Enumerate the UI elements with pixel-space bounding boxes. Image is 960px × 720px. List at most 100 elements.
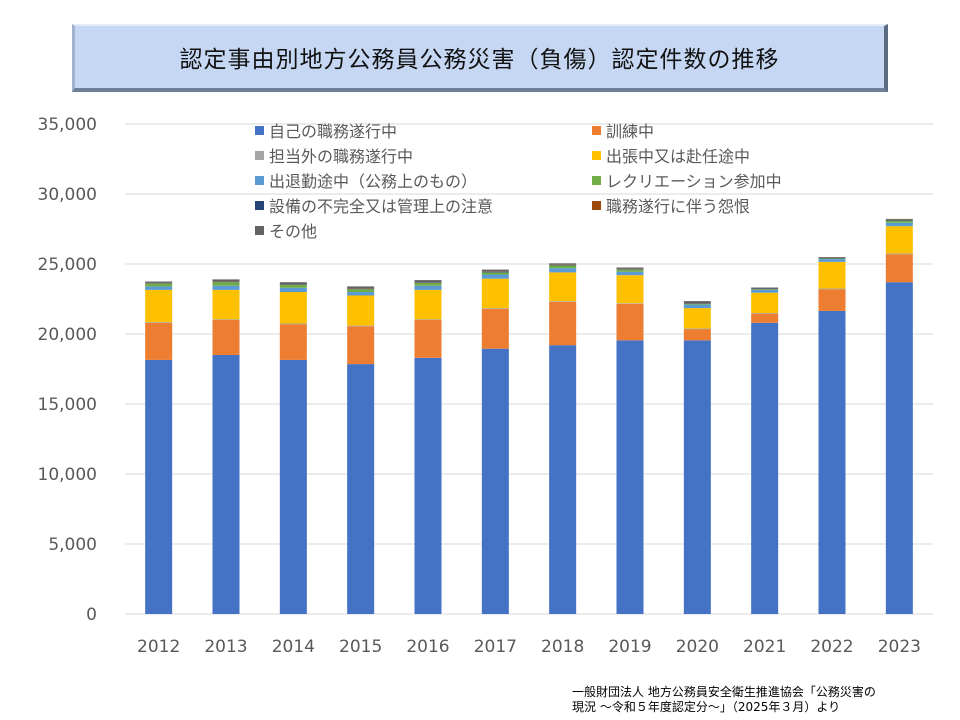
bar-segment: [885, 226, 913, 254]
bar-segment: [818, 259, 846, 262]
bar-segment: [616, 275, 644, 304]
bar-segment: [481, 348, 509, 614]
bar-segment: [683, 328, 711, 330]
bar-segment: [549, 345, 577, 614]
bar-segment: [683, 308, 711, 329]
legend-item: 出張中又は赴任途中: [592, 143, 750, 167]
legend-item: 出退勤途中（公務上のもの）: [255, 168, 477, 192]
bar-segment: [145, 286, 173, 290]
bar-stack-2021: [751, 287, 779, 614]
bar-segment: [751, 289, 779, 290]
x-tick-label: 2017: [474, 637, 517, 657]
bar-stack-2019: [616, 267, 644, 614]
bar-segment: [818, 258, 846, 260]
legend-swatch: [592, 150, 601, 160]
bar-segment: [885, 222, 913, 227]
bar-segment: [481, 308, 509, 309]
bar-segment: [145, 322, 173, 360]
bar-segment: [616, 269, 644, 272]
bar-stack-2017: [481, 269, 509, 614]
bar-segment: [885, 254, 913, 283]
bar-segment: [347, 364, 375, 614]
bar-segment: [212, 289, 240, 320]
x-tick-label: 2021: [743, 637, 786, 657]
bar-segment: [751, 292, 779, 313]
chart-title: 認定事由別地方公務員公務災害（負傷）認定件数の推移: [179, 47, 780, 73]
y-tick-label: 30,000: [38, 185, 97, 205]
x-tick-label: 2014: [272, 637, 315, 657]
bar-segment: [414, 357, 442, 614]
bar-segment: [616, 340, 644, 614]
bar-segment: [549, 301, 577, 302]
bar-segment: [751, 313, 779, 323]
bar-segment: [683, 329, 711, 341]
bar-segment: [683, 301, 711, 304]
bar-stack-2013: [212, 279, 240, 614]
bar-segment: [549, 265, 577, 269]
x-tick-label: 2019: [608, 637, 651, 657]
bar-segment: [751, 322, 779, 614]
bar-segment: [616, 271, 644, 276]
legend-item: その他: [255, 218, 317, 242]
legend-label: レクリエーション参加中: [606, 172, 782, 191]
bar-segment: [279, 285, 307, 288]
y-axis-ticks: 0 5,000 10,000 15,000 20,000 25,000 30,000 35,0…: [38, 115, 97, 625]
bar-segment: [481, 269, 509, 272]
x-tick-label: 2016: [406, 637, 449, 657]
bar-segment: [885, 218, 913, 220]
bar-segment: [683, 304, 711, 309]
bar-segment: [414, 282, 442, 286]
bars: [145, 218, 913, 614]
y-tick-label: 20,000: [38, 325, 97, 345]
bar-segment: [347, 289, 375, 292]
bar-segment: [347, 286, 375, 289]
bar-segment: [212, 279, 240, 282]
x-tick-label: 2023: [878, 637, 921, 657]
bar-segment: [212, 319, 240, 320]
bar-segment: [347, 326, 375, 365]
bar-segment: [212, 320, 240, 355]
bar-stack-2012: [145, 281, 173, 614]
bar-segment: [212, 285, 240, 290]
bar-segment: [212, 355, 240, 614]
bar-stack-2023: [885, 218, 913, 614]
legend-item: 設備の不完全又は管理上の注意: [255, 193, 493, 217]
y-tick-label: 15,000: [38, 395, 97, 415]
bar-segment: [751, 287, 779, 289]
bar-segment: [212, 282, 240, 286]
bar-segment: [145, 289, 173, 323]
legend-swatch: [255, 200, 264, 210]
bar-segment: [549, 263, 577, 265]
legend-swatch: [592, 200, 601, 210]
bar-segment: [347, 295, 375, 326]
bar-segment: [549, 268, 577, 273]
bar-segment: [347, 325, 375, 327]
bar-segment: [145, 281, 173, 283]
legend-label: 訓練中: [606, 122, 655, 141]
y-tick-label: 5,000: [48, 535, 97, 555]
bar-segment: [751, 313, 779, 314]
x-tick-label: 2012: [137, 637, 180, 657]
bar-segment: [549, 272, 577, 302]
bar-segment: [751, 289, 779, 293]
x-tick-label: 2013: [204, 637, 247, 657]
source-line-2: 現況 ～令和５年度認定分～」（2025年３月）より: [572, 700, 841, 714]
source-note: 一般財団法人 地方公務員安全衛生推進協会「公務災害の 現況 ～令和５年度認定分～…: [572, 685, 876, 715]
bar-segment: [279, 287, 307, 292]
gridlines: [125, 123, 933, 615]
x-axis-ticks: 2012 2013 2014 2015 2016 2017 2018 2019 2020 2021…: [137, 637, 921, 657]
bar-stack-2014: [279, 282, 307, 614]
bar-segment: [145, 359, 173, 614]
bar-segment: [279, 359, 307, 614]
bar-stack-2016: [414, 280, 442, 614]
legend-label: 職務遂行に伴う怨恨: [606, 197, 751, 216]
legend-label: 出退勤途中（公務上のもの）: [269, 172, 478, 191]
bar-segment: [279, 324, 307, 360]
legend-label: 自己の職務遂行中: [269, 122, 398, 141]
legend-label: 出張中又は赴任途中: [606, 147, 751, 166]
bar-segment: [414, 285, 442, 290]
legend-swatch: [255, 175, 264, 185]
bar-segment: [818, 261, 846, 289]
legend-swatch: [592, 125, 601, 135]
legend-label: 設備の不完全又は管理上の注意: [269, 197, 494, 216]
